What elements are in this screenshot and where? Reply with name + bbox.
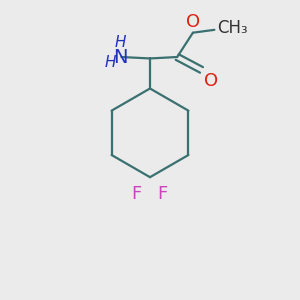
Text: F: F [157,185,167,203]
Text: N: N [114,47,128,67]
Text: F: F [131,185,141,203]
Text: H: H [115,35,127,50]
Text: O: O [204,72,218,90]
Text: H: H [104,55,116,70]
Text: O: O [186,13,200,31]
Text: CH₃: CH₃ [217,20,248,38]
